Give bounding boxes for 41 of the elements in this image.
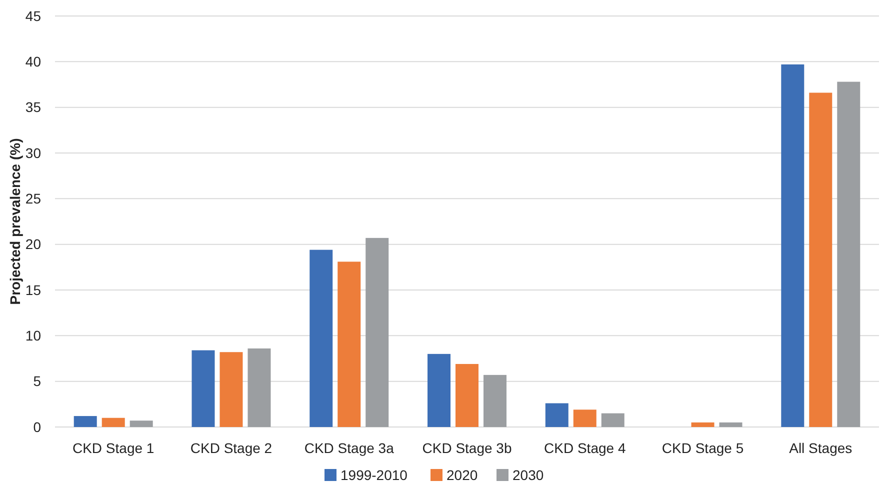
x-tick-label: CKD Stage 3b	[422, 440, 512, 456]
legend-label: 2030	[512, 466, 544, 483]
bar	[102, 418, 125, 427]
x-tick-label: CKD Stage 5	[662, 440, 744, 456]
bar	[573, 410, 596, 427]
y-tick-label: 40	[25, 54, 42, 70]
bar	[310, 250, 333, 427]
bar	[545, 403, 568, 427]
bar	[456, 364, 478, 427]
bar	[781, 64, 804, 427]
bar	[366, 238, 389, 427]
bar	[809, 92, 832, 427]
y-tick-label: 25	[25, 190, 42, 207]
bar	[837, 82, 860, 427]
x-tick-label: CKD Stage 3a	[304, 440, 394, 456]
y-tick-label: 20	[25, 236, 42, 252]
y-axis-title: Projected prevalence (%)	[7, 138, 23, 305]
bar	[220, 352, 243, 427]
bar	[483, 374, 506, 427]
x-tick-label: CKD Stage 4	[544, 440, 626, 456]
bar	[338, 262, 361, 427]
y-tick-label: 30	[25, 144, 42, 161]
y-tick-label: 0	[33, 418, 42, 435]
y-tick-label: 15	[25, 282, 42, 298]
y-tick-label: 35	[25, 99, 42, 116]
bar	[130, 420, 153, 427]
bar	[192, 350, 215, 427]
y-tick-label: 45	[25, 8, 42, 24]
y-tick-label: 10	[25, 328, 42, 344]
bar	[601, 413, 624, 427]
legend-label: 1999-2010	[340, 466, 408, 483]
x-tick-label: All Stages	[789, 440, 852, 456]
bar	[719, 422, 742, 427]
bar	[691, 422, 714, 427]
legend-label: 2020	[446, 466, 478, 483]
x-tick-label: CKD Stage 2	[190, 440, 272, 456]
bar	[248, 348, 271, 427]
bar	[74, 416, 97, 427]
x-tick-label: CKD Stage 1	[72, 440, 154, 456]
y-tick-label: 5	[33, 373, 42, 390]
bar	[428, 354, 451, 427]
